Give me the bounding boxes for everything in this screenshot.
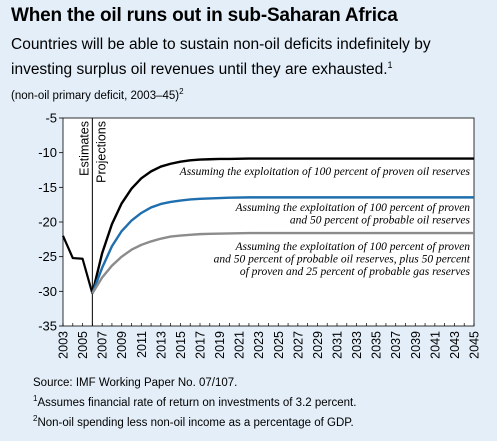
proven-plus-probable-oil-line	[91, 196, 474, 294]
source-text: Source: IMF Working Paper No. 07/107.	[33, 377, 238, 389]
series-lines	[61, 157, 474, 295]
source-block: Source: IMF Working Paper No. 07/107. 1A…	[33, 376, 356, 431]
unit-label-text: (non-oil primary deficit, 2003–45)	[11, 89, 180, 102]
projections-label: Projections	[94, 121, 108, 183]
series-annotation-line: Assuming the exploitation of 100 percent…	[234, 202, 470, 214]
x-tick-label: 2029	[311, 331, 325, 359]
series-annotation-line: of proven and 25 percent of probable gas…	[240, 266, 471, 278]
x-axis: 2003 2005 2007 2009 2011 2013 2015 2017 2019 2021…	[57, 323, 482, 359]
footnote-2: 2Non-oil spending less non-oil income as…	[33, 411, 356, 431]
x-tick-label: 2031	[331, 331, 345, 359]
unit-footnote-mark: 2	[179, 87, 184, 96]
chart-title: When the oil runs out in sub-Saharan Afr…	[11, 5, 398, 26]
x-tick-label: 2021	[233, 331, 247, 359]
x-tick-label: 2005	[76, 331, 90, 359]
x-tick-label: 2007	[96, 331, 110, 359]
footnote-2-text: Non-oil spending less non-oil income as …	[37, 416, 354, 429]
estimates-label: Estimates	[77, 121, 91, 176]
y-tick-label: -25	[38, 249, 57, 264]
footnote-1: 1Assumes financial rate of return on inv…	[33, 391, 356, 411]
x-tick-label: 2027	[291, 331, 305, 359]
x-tick-label: 2009	[115, 331, 129, 359]
proven-oil-line	[91, 157, 474, 294]
series-annotation-line: and 50 percent of probable oil reserves	[290, 215, 471, 227]
y-tick-label: -10	[38, 145, 57, 160]
x-tick-label: 2045	[468, 331, 482, 359]
oil-plus-gas-line	[91, 231, 474, 295]
historical-estimates-line	[61, 235, 94, 294]
x-tick-label: 2017	[194, 331, 208, 359]
x-tick-label: 2025	[272, 331, 286, 359]
footnote-2-mark: 2	[33, 413, 38, 423]
series-annotations: Assuming the exploitation of 100 percent…	[179, 166, 471, 278]
series-annotation-line: and 50 percent of probable oil reserves,…	[214, 254, 471, 266]
x-tick-label: 2039	[409, 331, 423, 359]
series-annotation-line: Assuming the exploitation of 100 percent…	[179, 166, 471, 178]
y-axis: -5 -10 -15 -20 -25 -30 -35	[38, 111, 63, 334]
footnote-1-mark: 1	[33, 394, 38, 403]
y-tick-label: -30	[38, 284, 57, 299]
footnote-1-text: Assumes financial rate of return on inve…	[37, 396, 357, 409]
x-tick-label: 2033	[350, 331, 364, 359]
subtitle-footnote-mark: 1	[387, 60, 393, 70]
x-tick-label: 2019	[213, 331, 227, 359]
x-tick-label: 2043	[448, 331, 462, 359]
x-tick-label: 2041	[428, 331, 442, 359]
y-tick-label: -15	[38, 180, 57, 195]
subtitle-text: Countries will be able to sustain non-oi…	[11, 36, 431, 79]
x-tick-label: 2023	[252, 331, 266, 359]
series-annotation-line: Assuming the exploitation of 100 percent…	[234, 241, 470, 253]
x-tick-label: 2035	[370, 331, 384, 359]
unit-label: (non-oil primary deficit, 2003–45)2	[11, 87, 184, 102]
y-tick-label: -20	[38, 215, 57, 230]
y-tick-label: -5	[45, 111, 57, 126]
x-tick-label: 2037	[389, 331, 403, 359]
x-tick-label: 2003	[57, 331, 71, 359]
chart-subtitle: Countries will be able to sustain non-oi…	[11, 34, 491, 80]
x-tick-label: 2013	[154, 331, 168, 359]
estimates-projections-divider: Estimates Projections	[77, 118, 108, 326]
x-tick-label: 2011	[135, 331, 149, 358]
x-tick-label: 2015	[174, 331, 188, 359]
y-tick-label: -35	[38, 319, 57, 334]
